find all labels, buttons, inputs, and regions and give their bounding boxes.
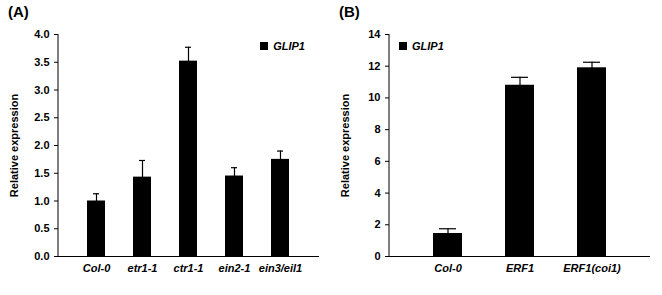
svg-text:4: 4	[374, 187, 381, 199]
svg-text:10: 10	[368, 91, 380, 103]
svg-text:etr1-1: etr1-1	[128, 262, 158, 274]
svg-text:3.5: 3.5	[34, 56, 49, 68]
svg-text:ERF1: ERF1	[506, 262, 534, 274]
svg-text:2.5: 2.5	[34, 111, 49, 123]
svg-text:0: 0	[374, 250, 380, 262]
svg-text:0.5: 0.5	[34, 222, 49, 234]
svg-text:ctr1-1: ctr1-1	[174, 262, 204, 274]
svg-text:Relative expression: Relative expression	[339, 94, 351, 198]
svg-text:ein3/eil1: ein3/eil1	[259, 262, 302, 274]
svg-text:1.0: 1.0	[34, 195, 49, 207]
svg-text:ERF1(coi1): ERF1(coi1)	[563, 262, 621, 274]
svg-text:14: 14	[368, 28, 381, 40]
svg-text:4.0: 4.0	[34, 28, 49, 40]
html-text:(B): (B)	[339, 3, 360, 20]
svg-text:Relative expression: Relative expression	[8, 94, 20, 198]
svg-text:6: 6	[374, 155, 380, 167]
svg-text:1.5: 1.5	[34, 167, 49, 179]
svg-text:2: 2	[374, 218, 380, 230]
html-text:(A): (A)	[8, 3, 29, 20]
svg-text:Col-0: Col-0	[83, 262, 111, 274]
svg-text:0.0: 0.0	[34, 250, 49, 262]
svg-text:2.0: 2.0	[34, 139, 49, 151]
svg-text:12: 12	[368, 60, 380, 72]
svg-text:3.0: 3.0	[34, 84, 49, 96]
svg-text:ein2-1: ein2-1	[219, 262, 251, 274]
html-text:GLIP1: GLIP1	[273, 40, 305, 52]
svg-text:8: 8	[374, 123, 380, 135]
svg-text:Col-0: Col-0	[434, 262, 462, 274]
html-text:GLIP1: GLIP1	[412, 40, 444, 52]
